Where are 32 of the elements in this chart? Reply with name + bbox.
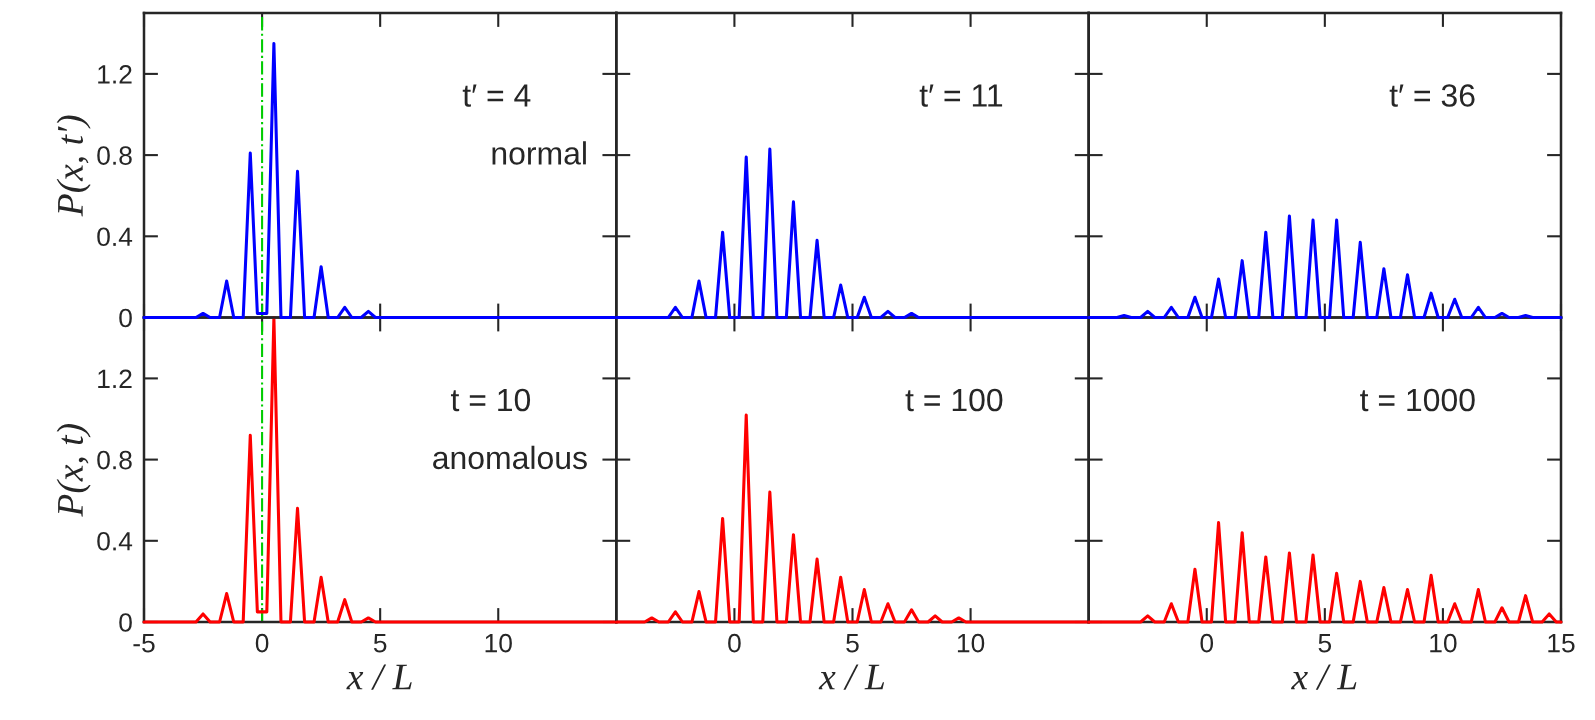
annotation: t = 100 — [905, 388, 1003, 412]
x-tick-label: 10 — [957, 633, 985, 653]
y-tick-label: 1.2 — [98, 65, 132, 84]
y-tick-label: 0.8 — [97, 146, 132, 165]
x-axis-title: x / L — [346, 664, 412, 690]
x-tick-label: 0 — [728, 633, 741, 653]
x-tick-label: 0 — [1200, 633, 1214, 653]
x-axis-title: x / L — [1291, 664, 1357, 690]
y-tick-label: 0 — [119, 613, 132, 632]
y-tick-label: 0.8 — [97, 450, 132, 470]
x-tick-label: 10 — [1430, 633, 1457, 653]
annotation: normal — [492, 141, 586, 165]
y-tick-label: 0.4 — [97, 227, 133, 247]
annotation: t = 1000 — [1360, 388, 1475, 412]
annotation: t′ = 36 — [1389, 84, 1475, 107]
x-tick-label: -5 — [133, 634, 155, 653]
x-tick-label: 15 — [1548, 634, 1575, 653]
annotation: t′ = 11 — [919, 84, 1003, 107]
y-axis-title: P(x, t) — [56, 424, 91, 517]
x-tick-label: 0 — [255, 633, 269, 653]
x-tick-label: 5 — [373, 634, 387, 653]
annotation: t′ = 4 — [462, 84, 531, 107]
x-axis-title: x / L — [818, 664, 885, 690]
annotation: t = 10 — [450, 388, 531, 412]
y-axis-title: P(x, t′) — [56, 115, 91, 217]
y-tick-label: 0.4 — [97, 531, 133, 551]
y-tick-label: 1.2 — [98, 369, 132, 388]
x-tick-label: 10 — [485, 633, 512, 653]
annotation: anomalous — [433, 445, 587, 470]
x-tick-label: 5 — [846, 634, 859, 653]
y-tick-label: 0 — [119, 308, 132, 328]
x-tick-label: 5 — [1318, 634, 1332, 653]
